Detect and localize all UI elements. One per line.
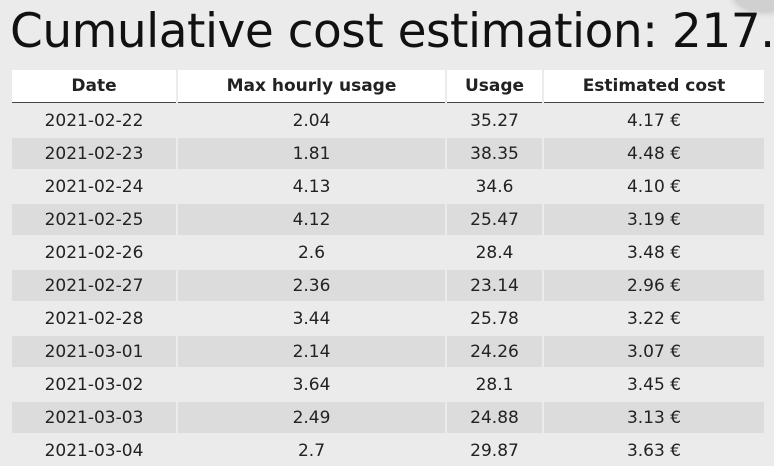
table-row: 2021-03-04 2.7 29.87 3.63 € bbox=[12, 433, 764, 466]
table-cell: 3.63 € bbox=[544, 433, 764, 466]
column-header: Usage bbox=[447, 70, 542, 103]
table-cell: 2021-03-04 bbox=[12, 433, 176, 466]
column-header: Date bbox=[12, 70, 176, 103]
table-cell: 3.07 € bbox=[544, 334, 764, 367]
table-cell: 24.26 bbox=[447, 334, 542, 367]
column-header: Estimated cost bbox=[544, 70, 764, 103]
table-cell: 2021-03-01 bbox=[12, 334, 176, 367]
table-row: 2021-02-24 4.13 34.6 4.10 € bbox=[12, 169, 764, 202]
table-cell: 3.13 € bbox=[544, 400, 764, 433]
table-cell: 29.87 bbox=[447, 433, 542, 466]
table-cell: 4.17 € bbox=[544, 103, 764, 136]
table-body: 2021-02-22 2.04 35.27 4.17 €2021-02-23 1.81 3… bbox=[12, 103, 764, 466]
table-cell: 23.14 bbox=[447, 268, 542, 301]
table-cell: 25.78 bbox=[447, 301, 542, 334]
table-row: 2021-02-28 3.44 25.78 3.22 € bbox=[12, 301, 764, 334]
table-row: 2021-02-27 2.36 23.14 2.96 € bbox=[12, 268, 764, 301]
table-cell: 28.4 bbox=[447, 235, 542, 268]
table-cell: 3.48 € bbox=[544, 235, 764, 268]
table-row: 2021-02-23 1.81 38.35 4.48 € bbox=[12, 136, 764, 169]
table-cell: 3.19 € bbox=[544, 202, 764, 235]
table-row: 2021-03-01 2.14 24.26 3.07 € bbox=[12, 334, 764, 367]
table-cell: 2.14 bbox=[178, 334, 445, 367]
table-row: 2021-02-22 2.04 35.27 4.17 € bbox=[12, 103, 764, 136]
table-cell: 2.96 € bbox=[544, 268, 764, 301]
table-cell: 2021-02-27 bbox=[12, 268, 176, 301]
table-cell: 4.10 € bbox=[544, 169, 764, 202]
table-cell: 4.12 bbox=[178, 202, 445, 235]
table-cell: 2021-02-28 bbox=[12, 301, 176, 334]
table-cell: 2.36 bbox=[178, 268, 445, 301]
table-cell: 3.64 bbox=[178, 367, 445, 400]
table-cell: 3.22 € bbox=[544, 301, 764, 334]
table-cell: 4.48 € bbox=[544, 136, 764, 169]
table-row: 2021-02-25 4.12 25.47 3.19 € bbox=[12, 202, 764, 235]
table-cell: 2.6 bbox=[178, 235, 445, 268]
header-row: Date Max hourly usage Usage Estimated cost bbox=[12, 70, 764, 103]
table-cell: 2021-02-25 bbox=[12, 202, 176, 235]
table-cell: 2021-02-24 bbox=[12, 169, 176, 202]
table-cell: 38.35 bbox=[447, 136, 542, 169]
title: Cumulative cost estimation: 217.6 bbox=[10, 4, 774, 59]
table-cell: 2021-02-26 bbox=[12, 235, 176, 268]
table-cell: 3.44 bbox=[178, 301, 445, 334]
table-row: 2021-03-02 3.64 28.1 3.45 € bbox=[12, 367, 764, 400]
table-cell: 34.6 bbox=[447, 169, 542, 202]
cost-table: Date Max hourly usage Usage Estimated cost … bbox=[10, 70, 766, 466]
table-row: 2021-02-26 2.6 28.4 3.48 € bbox=[12, 235, 764, 268]
table-cell: 24.88 bbox=[447, 400, 542, 433]
table-cell: 2.49 bbox=[178, 400, 445, 433]
table-cell: 28.1 bbox=[447, 367, 542, 400]
table-row: 2021-03-03 2.49 24.88 3.13 € bbox=[12, 400, 764, 433]
table-cell: 2021-02-22 bbox=[12, 103, 176, 136]
page: Cumulative cost estimation: 217.6 Date Ma… bbox=[10, 0, 774, 461]
table-cell: 25.47 bbox=[447, 202, 542, 235]
table-cell: 35.27 bbox=[447, 103, 542, 136]
table-cell: 2.04 bbox=[178, 103, 445, 136]
table-cell: 2021-02-23 bbox=[12, 136, 176, 169]
table-cell: 2.7 bbox=[178, 433, 445, 466]
table-cell: 3.45 € bbox=[544, 367, 764, 400]
table-cell: 4.13 bbox=[178, 169, 445, 202]
table-cell: 2021-03-03 bbox=[12, 400, 176, 433]
column-header: Max hourly usage bbox=[178, 70, 445, 103]
table-cell: 1.81 bbox=[178, 136, 445, 169]
table-cell: 2021-03-02 bbox=[12, 367, 176, 400]
